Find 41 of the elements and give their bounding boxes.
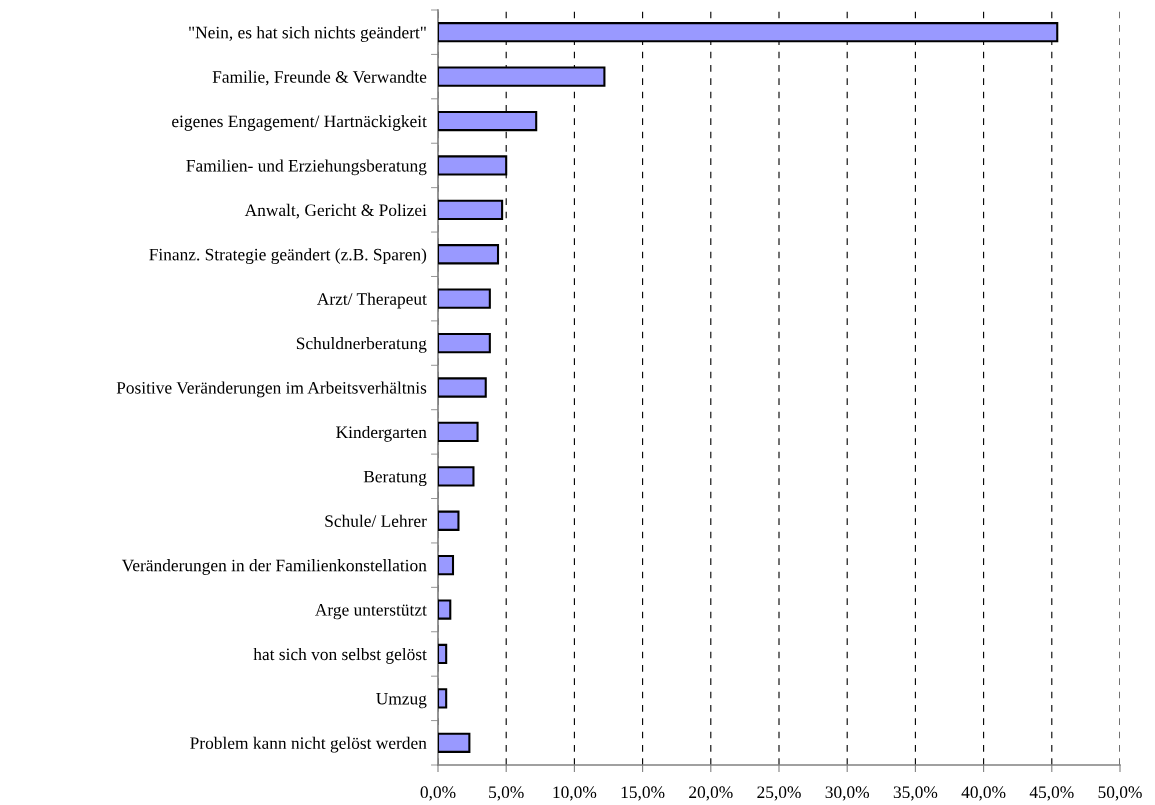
y-tick-label: hat sich von selbst gelöst bbox=[253, 647, 427, 664]
bar bbox=[438, 199, 504, 220]
x-tick-label: 20,0% bbox=[689, 786, 733, 801]
y-tick-label: Finanz. Strategie geändert (z.B. Sparen) bbox=[149, 248, 427, 265]
y-tick-label: Arge unterstützt bbox=[315, 604, 427, 620]
bar bbox=[438, 466, 475, 487]
y-tick-label: "Nein, es hat sich nichts geändert" bbox=[189, 26, 426, 42]
x-tick-label: 30,0% bbox=[825, 786, 870, 801]
bar bbox=[438, 510, 460, 531]
bar bbox=[438, 643, 448, 665]
x-tick-label: 45,0% bbox=[1029, 786, 1074, 801]
bar bbox=[438, 332, 491, 354]
y-tick-label: Schuldnerberatung bbox=[296, 337, 427, 353]
y-tick-label: Beratung bbox=[363, 470, 427, 487]
bar bbox=[438, 732, 471, 753]
y-tick-label: Kindergarten bbox=[336, 425, 427, 442]
y-tick-label: Familie, Freunde & Verwandte bbox=[212, 70, 427, 86]
bar bbox=[438, 244, 500, 265]
y-tick-label: Umzug bbox=[376, 693, 427, 709]
y-tick-label: eigenes Engagement/ Hartnäckigkeit bbox=[172, 115, 427, 131]
bar bbox=[438, 377, 487, 398]
y-tick-label: Arzt/ Therapeut bbox=[316, 292, 427, 309]
y-tick-label: Veränderungen in der Familienkonstellation bbox=[121, 559, 427, 575]
y-tick-label: Familien- und Erziehungsberatung bbox=[186, 159, 427, 176]
bar bbox=[438, 421, 479, 443]
bar bbox=[438, 688, 448, 709]
bar bbox=[438, 555, 455, 576]
x-tick-label: 50,0% bbox=[1098, 786, 1142, 801]
y-tick-label: Anwalt, Gericht & Polizei bbox=[244, 203, 427, 219]
x-tick-label: 15,0% bbox=[621, 786, 665, 801]
y-tick-label: Positive Veränderungen im Arbeitsverhältnis bbox=[116, 381, 427, 398]
x-tick-label: 35,0% bbox=[893, 786, 938, 801]
x-tick-label: 0,0% bbox=[420, 786, 456, 801]
y-tick-label: Problem kann nicht gelöst werden bbox=[190, 736, 427, 753]
x-tick-label: 10,0% bbox=[553, 786, 597, 801]
x-tick-label: 25,0% bbox=[757, 786, 801, 801]
x-tick-label: 40,0% bbox=[961, 786, 1006, 801]
bar bbox=[438, 599, 452, 620]
x-tick-label: 5,0% bbox=[489, 786, 524, 801]
y-tick-label: Schule/ Lehrer bbox=[325, 514, 427, 527]
bar bbox=[438, 288, 491, 309]
